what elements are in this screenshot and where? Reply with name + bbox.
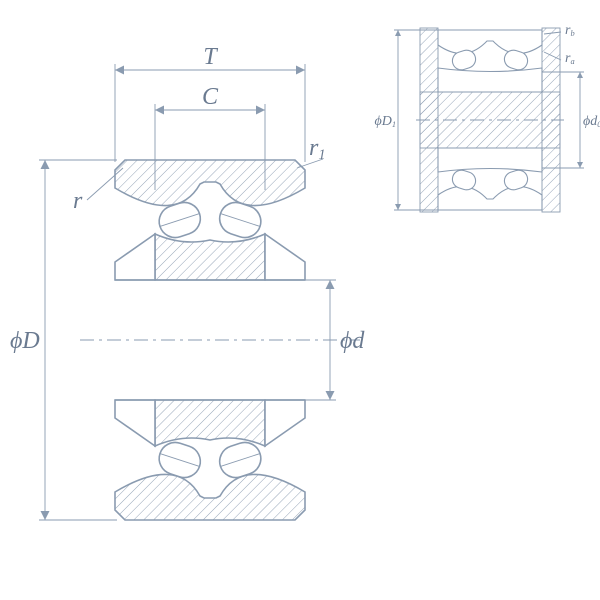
label-phi-d: ϕd (340, 328, 365, 354)
label-phi-D1: ϕD1 (374, 114, 396, 129)
label-phi-D: ϕD (10, 328, 40, 354)
label-T: T (203, 44, 218, 70)
label-C: C (202, 84, 219, 110)
label-rb: rb (565, 23, 575, 38)
label-r1: r1 (309, 135, 326, 163)
label-ra: ra (565, 51, 575, 66)
label-r: r (73, 188, 83, 214)
label-phi-d0: ϕd0 (583, 114, 600, 129)
